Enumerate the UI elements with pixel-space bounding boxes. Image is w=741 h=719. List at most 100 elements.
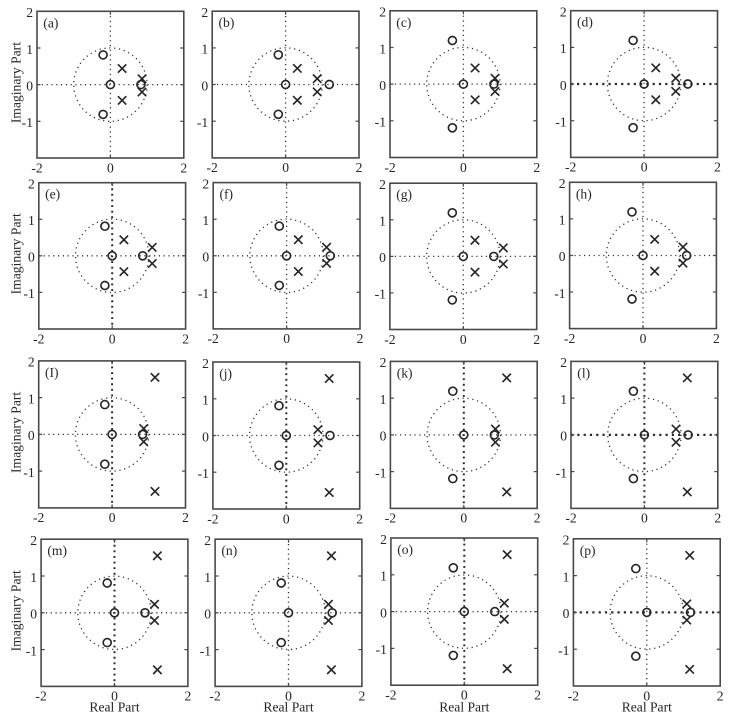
- svg-text:2: 2: [717, 688, 724, 703]
- svg-text:0: 0: [204, 607, 211, 622]
- svg-text:2: 2: [714, 511, 721, 526]
- svg-text:2: 2: [30, 533, 37, 548]
- svg-text:2: 2: [713, 331, 720, 346]
- svg-text:0: 0: [641, 160, 648, 175]
- svg-text:-1: -1: [23, 465, 34, 480]
- svg-text:Imaginary Part: Imaginary Part: [9, 392, 24, 473]
- svg-text:-1: -1: [197, 115, 208, 130]
- svg-text:(c): (c): [396, 15, 411, 31]
- svg-text:-1: -1: [198, 286, 209, 301]
- svg-text:0: 0: [559, 249, 566, 264]
- svg-text:0: 0: [379, 78, 386, 93]
- svg-text:Real Part: Real Part: [263, 700, 313, 715]
- svg-text:0: 0: [30, 607, 37, 622]
- svg-text:0: 0: [285, 689, 292, 704]
- svg-text:2: 2: [559, 176, 566, 191]
- svg-text:-2: -2: [35, 689, 47, 704]
- svg-text:0: 0: [380, 429, 387, 444]
- svg-text:-1: -1: [376, 642, 387, 657]
- svg-text:-1: -1: [26, 643, 37, 658]
- svg-text:1: 1: [379, 214, 386, 229]
- svg-text:0: 0: [460, 332, 467, 347]
- svg-text:-1: -1: [554, 286, 565, 301]
- svg-text:Imaginary Part: Imaginary Part: [9, 213, 24, 294]
- svg-text:2: 2: [182, 510, 189, 525]
- svg-text:-1: -1: [375, 115, 386, 130]
- svg-text:(d): (d): [577, 15, 593, 31]
- svg-text:0: 0: [202, 429, 209, 444]
- svg-text:2: 2: [560, 5, 567, 20]
- svg-text:(n): (n): [221, 543, 237, 559]
- svg-text:-1: -1: [375, 465, 386, 480]
- svg-text:2: 2: [202, 176, 209, 191]
- svg-text:-1: -1: [375, 287, 386, 302]
- svg-text:2: 2: [202, 356, 209, 371]
- svg-text:2: 2: [26, 5, 33, 20]
- svg-text:0: 0: [109, 510, 116, 525]
- svg-text:-2: -2: [384, 332, 396, 347]
- svg-text:-2: -2: [564, 331, 576, 346]
- svg-text:(k): (k): [397, 365, 413, 381]
- svg-text:1: 1: [26, 42, 33, 57]
- svg-text:-2: -2: [208, 331, 220, 346]
- svg-text:0: 0: [28, 428, 35, 443]
- svg-text:1: 1: [560, 41, 567, 56]
- svg-text:1: 1: [30, 570, 37, 585]
- svg-text:1: 1: [380, 392, 387, 407]
- svg-text:-1: -1: [200, 643, 211, 658]
- svg-text:0: 0: [640, 331, 647, 346]
- svg-text:0: 0: [201, 78, 208, 93]
- svg-text:0: 0: [26, 78, 33, 93]
- svg-text:-2: -2: [385, 511, 397, 526]
- svg-text:0: 0: [560, 429, 567, 444]
- svg-text:-2: -2: [33, 510, 45, 525]
- svg-text:0: 0: [283, 511, 290, 526]
- svg-text:(h): (h): [576, 186, 592, 202]
- svg-text:2: 2: [28, 177, 35, 192]
- svg-text:1: 1: [380, 569, 387, 584]
- svg-text:-1: -1: [22, 115, 33, 130]
- svg-text:2: 2: [357, 331, 364, 346]
- svg-text:1: 1: [28, 213, 35, 228]
- svg-text:1: 1: [379, 41, 386, 56]
- svg-text:1: 1: [202, 213, 209, 228]
- svg-text:Real Part: Real Part: [622, 700, 672, 715]
- svg-text:-2: -2: [33, 331, 45, 346]
- svg-text:2: 2: [714, 160, 721, 175]
- svg-text:0: 0: [107, 160, 114, 175]
- svg-text:-1: -1: [198, 466, 209, 481]
- svg-text:-1: -1: [558, 643, 569, 658]
- svg-text:2: 2: [380, 532, 387, 547]
- svg-text:0: 0: [109, 331, 116, 346]
- svg-text:0: 0: [202, 250, 209, 265]
- svg-text:(b): (b): [219, 15, 235, 31]
- svg-text:(m): (m): [47, 543, 67, 559]
- svg-text:(a): (a): [43, 15, 58, 31]
- svg-text:2: 2: [180, 160, 187, 175]
- svg-text:1: 1: [201, 42, 208, 57]
- svg-text:0: 0: [460, 511, 467, 526]
- svg-text:-1: -1: [23, 286, 34, 301]
- svg-text:Real Part: Real Part: [439, 700, 489, 715]
- svg-text:2: 2: [379, 177, 386, 192]
- svg-text:2: 2: [563, 533, 570, 548]
- svg-text:0: 0: [643, 688, 650, 703]
- svg-text:-2: -2: [207, 160, 219, 175]
- svg-text:1: 1: [559, 213, 566, 228]
- svg-text:-2: -2: [209, 689, 221, 704]
- svg-text:2: 2: [201, 5, 208, 20]
- svg-text:0: 0: [28, 250, 35, 265]
- svg-text:(o): (o): [397, 542, 413, 558]
- svg-text:0: 0: [461, 688, 468, 703]
- svg-text:1: 1: [563, 569, 570, 584]
- svg-text:2: 2: [534, 688, 541, 703]
- svg-text:2: 2: [379, 5, 386, 20]
- svg-text:0: 0: [111, 689, 118, 704]
- svg-text:2: 2: [533, 160, 540, 175]
- svg-text:-2: -2: [207, 511, 219, 526]
- svg-text:(l): (l): [577, 365, 590, 381]
- svg-text:1: 1: [560, 392, 567, 407]
- svg-text:-1: -1: [555, 115, 566, 130]
- svg-text:2: 2: [28, 355, 35, 370]
- svg-text:Imaginary Part: Imaginary Part: [9, 570, 24, 651]
